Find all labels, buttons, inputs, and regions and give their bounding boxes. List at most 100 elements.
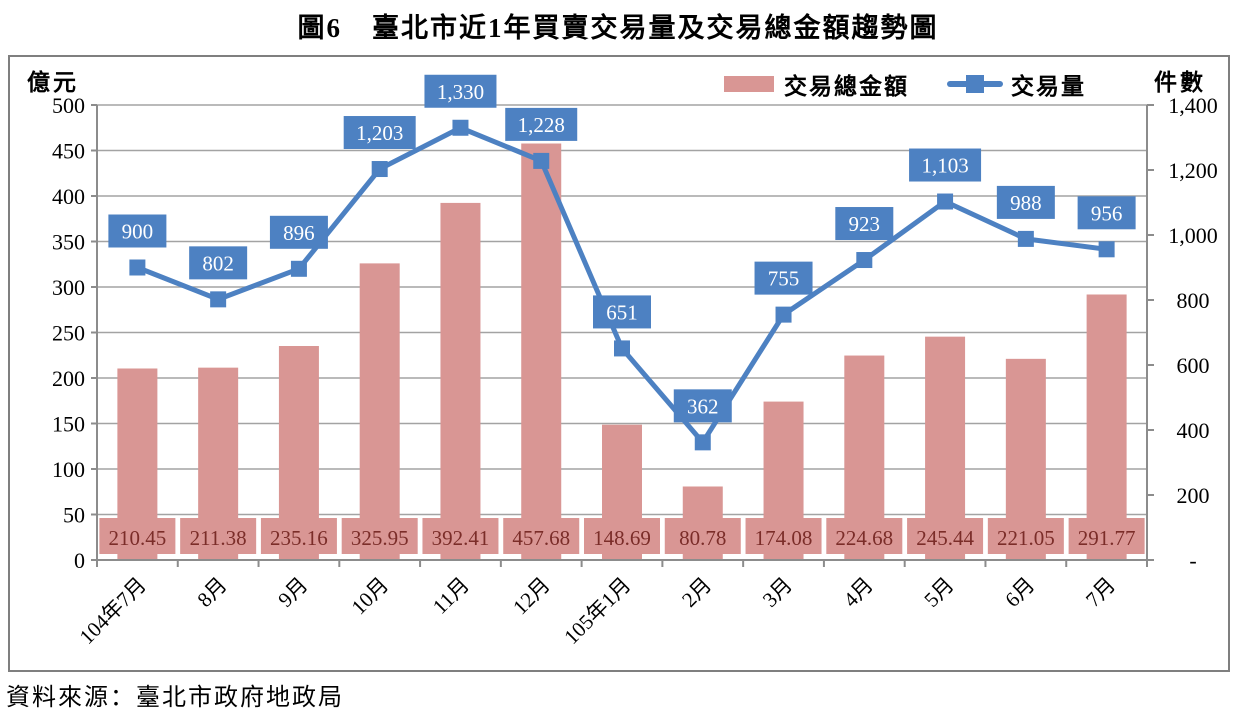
right-tick-label: 200	[1177, 483, 1210, 508]
left-tick-label: 150	[52, 412, 85, 437]
right-tick-label: 600	[1177, 353, 1210, 378]
amount-label-box	[260, 518, 337, 554]
amount-label-box	[745, 518, 822, 554]
right-tick-label: 1,000	[1168, 223, 1218, 248]
amount-label: 80.78	[679, 526, 726, 550]
left-tick-label: 200	[52, 366, 85, 391]
volume-marker	[937, 193, 954, 210]
left-tick-label: 0	[74, 548, 85, 573]
left-tick-label: 450	[52, 139, 85, 164]
x-tick-label: 3月	[758, 573, 797, 612]
x-tick-label: 6月	[1000, 573, 1039, 612]
amount-bar	[521, 143, 562, 560]
volume-legend-marker	[947, 74, 1003, 94]
volume-value-box	[835, 207, 894, 241]
amount-label-box	[584, 518, 660, 554]
amount-label: 325.95	[351, 526, 409, 550]
amount-label-box	[987, 518, 1064, 554]
chart-title: 圖6 臺北市近1年買賣交易量及交易總金額趨勢圖	[0, 6, 1236, 45]
volume-value-box	[909, 148, 982, 182]
amount-label-box	[664, 518, 741, 554]
amount-bar	[440, 202, 481, 560]
x-tick-label: 12月	[508, 573, 555, 620]
x-tick-label: 7月	[1081, 573, 1120, 612]
right-tick-label: 1,200	[1168, 158, 1218, 183]
volume-value-box	[593, 295, 651, 329]
right-tick-label: 400	[1177, 418, 1210, 443]
volume-value-label: 802	[202, 251, 234, 275]
volume-marker	[856, 252, 873, 269]
x-tick-label: 10月	[347, 573, 394, 620]
amount-label: 392.41	[432, 526, 490, 550]
volume-value-label: 651	[606, 300, 638, 324]
legend: 交易總金額 交易量	[724, 67, 1086, 101]
amount-label-box	[422, 518, 499, 554]
amount-label: 210.45	[109, 526, 167, 550]
amount-label: 211.38	[190, 526, 247, 550]
volume-value-box	[505, 107, 578, 141]
volume-value-label: 1,330	[437, 80, 484, 104]
amount-bar	[359, 263, 400, 560]
left-tick-label: 500	[52, 93, 85, 118]
volume-marker	[775, 306, 792, 323]
amount-legend-label: 交易總金額	[784, 74, 909, 99]
volume-value-box	[108, 214, 167, 248]
volume-marker	[452, 119, 469, 136]
left-tick-label: 50	[63, 503, 85, 528]
volume-value-box	[754, 261, 813, 295]
x-tick-label: 2月	[677, 573, 716, 612]
volume-value-label: 755	[768, 267, 800, 291]
x-tick-label: 104年7月	[75, 573, 151, 649]
amount-label-box	[1068, 518, 1145, 554]
volume-marker	[290, 260, 307, 277]
x-tick-label: 105年1月	[559, 573, 635, 649]
left-axis-title: 億元	[27, 70, 79, 95]
plot-area: 210.45 211.38 235.16 325.95 392.41 457.68 148.…	[52, 74, 1218, 649]
amount-bar	[1086, 294, 1127, 560]
volume-value-label: 362	[687, 394, 719, 418]
amount-label-box	[341, 518, 418, 554]
volume-value-label: 900	[122, 220, 154, 244]
volume-marker	[614, 340, 630, 357]
volume-value-box	[269, 215, 328, 249]
volume-value-box	[343, 116, 416, 150]
x-tick-label: 9月	[273, 573, 312, 612]
volume-marker	[533, 152, 550, 169]
volume-value-box	[1077, 196, 1136, 230]
right-tick-label: 1,400	[1168, 93, 1218, 118]
amount-label: 148.69	[593, 526, 651, 550]
volume-marker	[1098, 241, 1115, 258]
amount-label-box	[180, 518, 257, 554]
volume-legend-label: 交易量	[1011, 74, 1086, 99]
amount-label-box	[826, 518, 903, 554]
amount-label: 291.77	[1078, 526, 1136, 550]
volume-marker	[129, 259, 146, 276]
left-tick-label: 350	[52, 230, 85, 255]
chart-frame: 億元 件數 交易總金額 交易量 210.45 211.38 235.16 325.95…	[8, 55, 1230, 672]
x-tick-label: 5月	[919, 573, 958, 612]
chart-title-prefix: 圖6	[297, 13, 342, 43]
left-tick-label: 250	[52, 321, 85, 346]
amount-label: 235.16	[270, 526, 328, 550]
amount-label: 224.68	[835, 526, 893, 550]
volume-value-label: 988	[1010, 191, 1042, 215]
volume-value-box	[673, 389, 732, 423]
amount-legend-swatch	[724, 76, 774, 92]
amount-label: 245.44	[916, 526, 974, 550]
volume-value-box	[996, 185, 1055, 219]
volume-value-box	[424, 74, 497, 108]
amount-label-box	[503, 518, 580, 554]
volume-marker	[210, 291, 227, 308]
volume-value-label: 923	[849, 212, 881, 236]
volume-value-label: 1,203	[356, 121, 403, 145]
x-tick-label: 11月	[428, 573, 474, 619]
amount-label-box	[907, 518, 984, 554]
amount-label-box	[99, 518, 176, 554]
volume-marker	[1017, 230, 1034, 247]
right-tick-label: 800	[1177, 288, 1210, 313]
legend-square-marker-icon	[966, 75, 984, 93]
volume-value-label: 1,103	[921, 154, 968, 178]
left-tick-label: 400	[52, 184, 85, 209]
volume-value-label: 896	[283, 221, 315, 245]
volume-value-box	[189, 246, 248, 280]
